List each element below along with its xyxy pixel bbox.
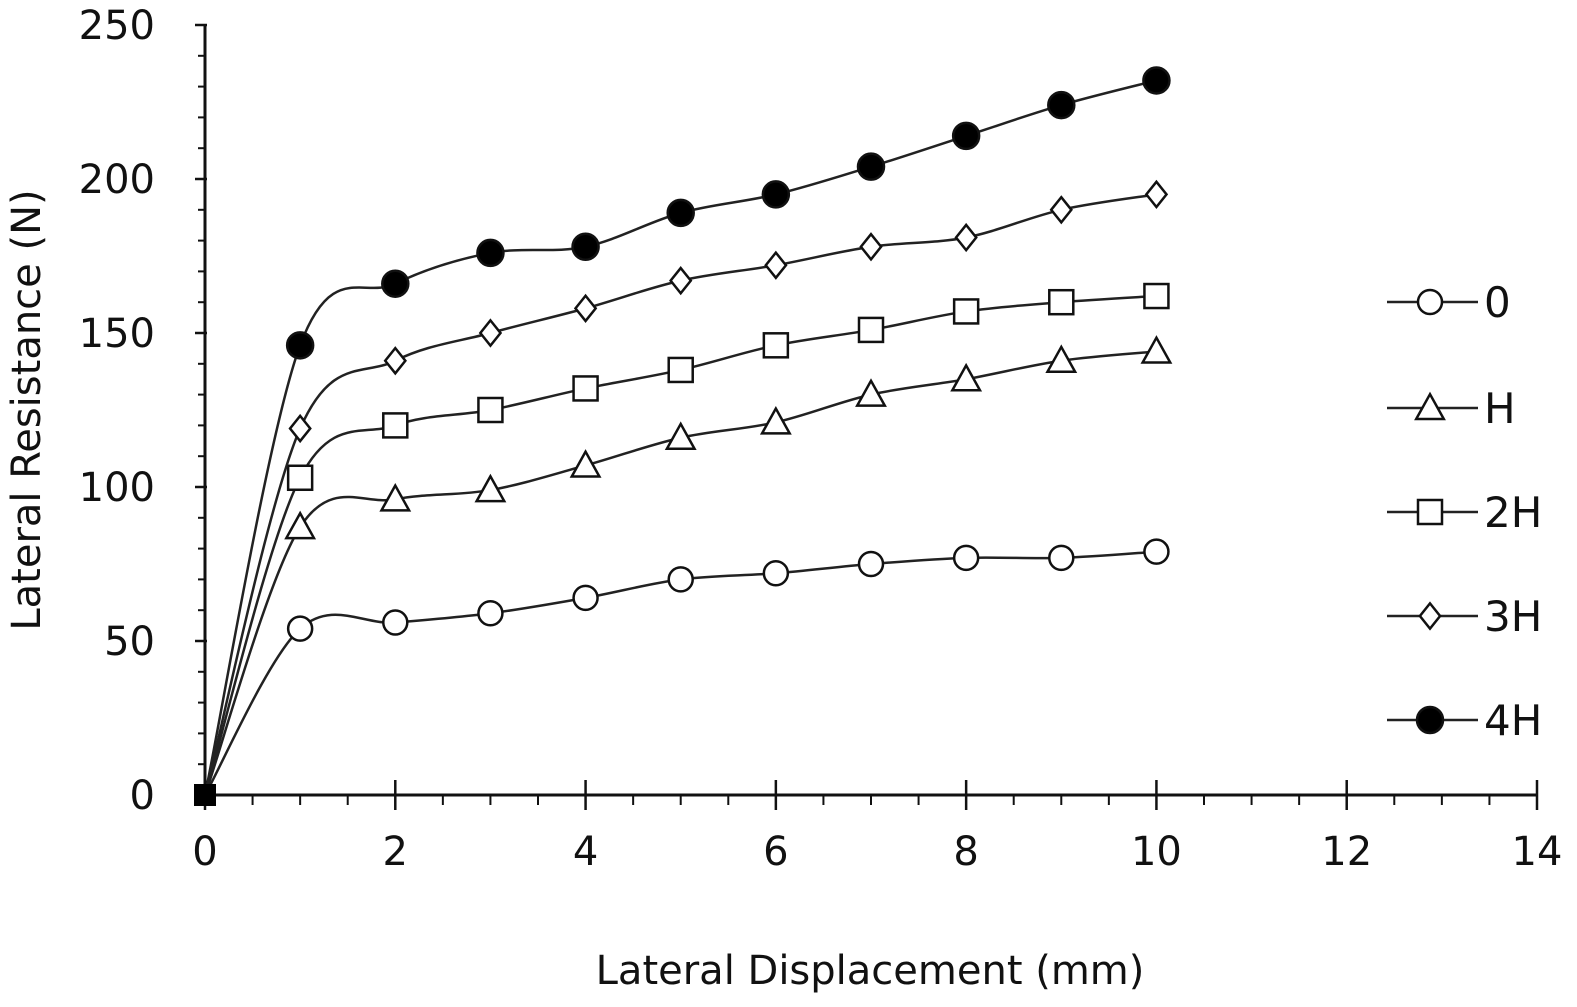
legend-item: 0 xyxy=(1387,278,1511,327)
data-point xyxy=(382,609,409,636)
data-point xyxy=(379,482,412,512)
data-point xyxy=(857,550,885,578)
y-tick-label: 150 xyxy=(79,311,155,357)
data-point xyxy=(667,566,694,593)
data-point xyxy=(1142,66,1171,95)
data-point xyxy=(1047,90,1076,120)
data-point xyxy=(573,293,598,323)
legend-label: 3H xyxy=(1484,592,1542,641)
data-point xyxy=(761,180,791,209)
x-tick-label: 0 xyxy=(192,829,217,875)
data-point xyxy=(1143,538,1170,565)
legend-label: 0 xyxy=(1484,278,1511,327)
axes: 0 2 4 6 8 10 12 14 0 50 100 150 200 250 xyxy=(79,3,1563,875)
data-point xyxy=(764,250,788,280)
data-point xyxy=(1144,179,1169,210)
data-point xyxy=(1048,544,1075,572)
series-0 xyxy=(194,538,1170,806)
legend-item: 2H xyxy=(1387,488,1542,537)
x-axis-title: Lateral Displacement (mm) xyxy=(596,948,1145,994)
series-3H xyxy=(194,179,1169,806)
data-point xyxy=(855,378,887,407)
data-point xyxy=(1045,344,1078,374)
series-line xyxy=(203,550,1157,796)
x-tick-label: 10 xyxy=(1131,829,1182,875)
series-line xyxy=(203,350,1157,796)
data-point xyxy=(284,510,317,540)
data-point xyxy=(381,269,410,298)
x-tick-label: 6 xyxy=(763,829,788,875)
data-point xyxy=(667,356,694,384)
legend-label: H xyxy=(1484,384,1516,433)
y-axis-title: Lateral Resistance (N) xyxy=(4,189,50,630)
data-point xyxy=(1048,288,1075,316)
x-tick-label: 2 xyxy=(383,829,408,875)
legend-label: 2H xyxy=(1484,488,1542,537)
data-point xyxy=(474,473,507,503)
legend-marker xyxy=(1415,705,1445,735)
data-point xyxy=(762,559,790,587)
legend-item: 4H xyxy=(1387,696,1542,745)
y-tick-label: 250 xyxy=(79,3,155,49)
data-point xyxy=(856,152,886,181)
data-point xyxy=(1049,195,1073,225)
series-2H xyxy=(194,282,1170,806)
data-point xyxy=(477,600,504,627)
data-point xyxy=(477,396,504,424)
data-point xyxy=(762,332,790,359)
data-point xyxy=(666,198,695,228)
legend-label: 4H xyxy=(1484,696,1542,745)
x-tick-label: 4 xyxy=(573,829,598,875)
x-tick-label: 12 xyxy=(1321,829,1372,875)
data-point xyxy=(285,331,315,360)
x-tick-label: 8 xyxy=(953,829,978,875)
data-point xyxy=(857,316,885,344)
legend-marker xyxy=(1416,498,1444,526)
plot-area xyxy=(194,66,1173,806)
origin-marker xyxy=(194,784,216,806)
legend-marker xyxy=(1418,601,1442,631)
data-point xyxy=(954,222,978,253)
data-point xyxy=(859,232,883,262)
legend-item: H xyxy=(1387,384,1516,433)
data-point xyxy=(759,405,792,435)
data-point xyxy=(669,266,693,296)
y-tick-label: 0 xyxy=(130,773,155,819)
y-tick-label: 200 xyxy=(79,157,155,203)
data-point xyxy=(286,615,314,642)
y-tick-label: 50 xyxy=(104,619,155,665)
data-point xyxy=(572,584,599,612)
legend-marker xyxy=(1416,288,1444,316)
data-point xyxy=(1140,335,1173,364)
data-point xyxy=(952,544,980,572)
data-point xyxy=(952,298,980,325)
data-point xyxy=(950,362,983,392)
data-point xyxy=(478,318,503,348)
series-4H xyxy=(194,66,1171,806)
data-point xyxy=(664,421,697,451)
data-point xyxy=(288,413,312,444)
data-point xyxy=(571,232,600,262)
data-point xyxy=(569,449,602,478)
legend-marker xyxy=(1414,391,1446,421)
data-point xyxy=(476,238,505,268)
legend-item: 3H xyxy=(1387,592,1542,641)
y-tick-label: 100 xyxy=(79,465,155,511)
x-tick-label: 14 xyxy=(1512,829,1563,875)
data-point xyxy=(382,412,409,439)
data-point xyxy=(1143,282,1170,310)
data-point xyxy=(572,375,599,402)
data-point xyxy=(383,346,407,376)
legend: 0 H 2H 3H 4H xyxy=(1387,278,1542,745)
data-point xyxy=(286,464,314,492)
data-point xyxy=(951,121,981,151)
